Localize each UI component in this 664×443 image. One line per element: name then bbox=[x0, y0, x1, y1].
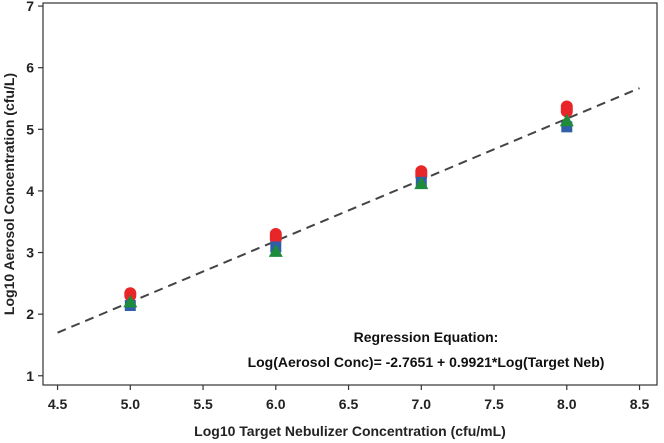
green-triangles-point bbox=[414, 176, 429, 190]
regression-equation: Log(Aerosol Conc)= -2.7651 + 0.9921*Log(… bbox=[248, 354, 605, 370]
green-triangles-point bbox=[123, 294, 138, 308]
x-tick-label: 8.5 bbox=[630, 396, 650, 412]
x-tick-label: 8.0 bbox=[557, 396, 577, 412]
y-tick-label: 4 bbox=[26, 183, 34, 199]
plot-frame bbox=[42, 2, 658, 386]
y-tick-label: 1 bbox=[26, 368, 34, 384]
y-tick-label: 5 bbox=[26, 121, 34, 137]
y-axis: 1 2 3 4 5 6 7 bbox=[26, 0, 43, 384]
x-tick-label: 5.5 bbox=[193, 396, 213, 412]
x-tick-label: 7.0 bbox=[412, 396, 432, 412]
x-tick-label: 5.0 bbox=[121, 396, 141, 412]
x-tick-label: 7.5 bbox=[484, 396, 504, 412]
regression-equation-heading: Regression Equation: bbox=[354, 329, 499, 345]
green-triangles-point bbox=[559, 113, 574, 127]
green-triangles-point bbox=[268, 244, 283, 257]
data-points bbox=[123, 100, 574, 312]
x-tick-label: 6.0 bbox=[266, 396, 286, 412]
regression-line bbox=[57, 87, 640, 334]
y-tick-label: 6 bbox=[26, 60, 34, 76]
blue-squares-point bbox=[561, 121, 573, 133]
y-tick-label: 7 bbox=[26, 0, 34, 14]
x-axis-title: Log10 Target Nebulizer Concentration (cf… bbox=[194, 423, 506, 439]
y-tick-label: 3 bbox=[26, 245, 34, 261]
y-tick-label: 2 bbox=[26, 306, 34, 322]
x-axis: 4.5 5.0 5.5 6.0 6.5 7.0 7.5 8.0 8.5 bbox=[48, 385, 650, 412]
x-tick-label: 4.5 bbox=[48, 396, 68, 412]
x-tick-label: 6.5 bbox=[339, 396, 359, 412]
y-axis-title: Log10 Aerosol Concentration (cfu/L) bbox=[1, 73, 17, 315]
red-circles-point bbox=[560, 105, 573, 118]
